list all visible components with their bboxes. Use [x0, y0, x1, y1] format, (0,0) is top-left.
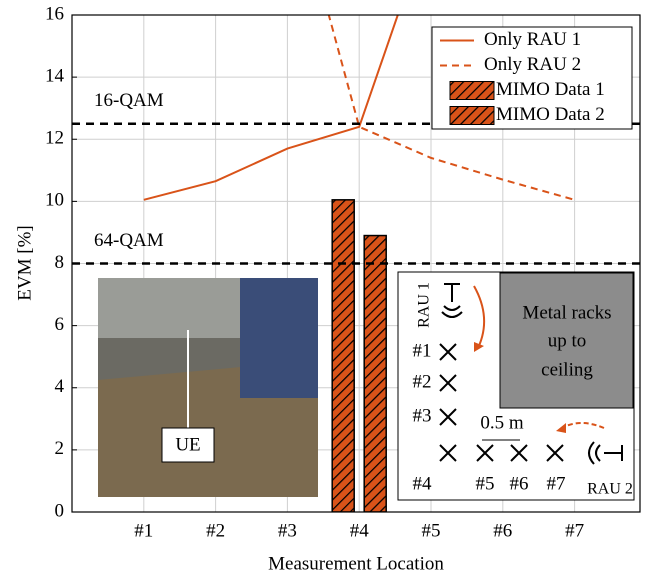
arrow [473, 285, 486, 349]
x-tick-label: #5 [422, 520, 441, 541]
x-tick-label: #6 [493, 520, 512, 541]
x-axis-label: Measurement Location [268, 553, 444, 574]
rau2-label: RAU 2 [587, 481, 633, 498]
legend-label: Only RAU 1 [484, 29, 581, 50]
position-label: #4 [413, 473, 433, 494]
y-tick-label: 4 [55, 376, 65, 397]
x-tick-label: #3 [278, 520, 297, 541]
line [143, 15, 399, 201]
y-axis-label: EVM [%] [14, 225, 35, 300]
rau1-icon [441, 283, 463, 318]
legend-swatch [449, 106, 495, 125]
position-label: #6 [510, 473, 529, 494]
racks-box [499, 272, 634, 409]
bar [331, 199, 355, 512]
line [327, 15, 575, 201]
y-tick-label: 2 [55, 438, 65, 459]
rau2-icon [588, 441, 623, 465]
x-tick-label: #7 [565, 520, 584, 541]
spacing-label: 0.5 m [480, 412, 524, 433]
legend-label: MIMO Data 1 [496, 79, 605, 100]
bar [363, 234, 387, 512]
racks-label: up to [548, 330, 587, 351]
x-tick-label: #4 [350, 520, 370, 541]
photo-rack [240, 278, 318, 398]
ue-label: UE [175, 434, 200, 455]
position-label: #3 [413, 405, 432, 426]
ue-box [161, 427, 215, 463]
y-tick-label: 16 [45, 3, 64, 24]
position-label: #7 [547, 473, 566, 494]
legend-label: Only RAU 2 [484, 54, 581, 75]
position-marks [439, 343, 564, 462]
y-tick-label: 6 [55, 314, 65, 335]
y-tick-label: 10 [45, 190, 64, 211]
legend-label: MIMO Data 2 [496, 104, 605, 125]
x-tick-label: #1 [134, 520, 153, 541]
position-label: #1 [413, 340, 432, 361]
y-tick-label: 14 [45, 65, 65, 86]
arrowhead [474, 342, 484, 352]
racks-label: ceiling [541, 359, 593, 380]
plot-frame [71, 14, 641, 513]
photo-inset: UE [98, 278, 318, 497]
floorplan-inset: Metal racks up to ceiling RAU 1 #1 #2 #3… [397, 271, 635, 501]
racks-label: Metal racks [522, 302, 611, 323]
x-tick-label: #2 [206, 520, 225, 541]
threshold-label: 64-QAM [94, 230, 164, 251]
position-label: #2 [413, 371, 432, 392]
legend-swatch [449, 81, 495, 100]
y-tick-label: 8 [55, 252, 65, 273]
arrowhead [556, 423, 566, 433]
y-tick-label: 0 [55, 500, 65, 521]
threshold-label: 16-QAM [94, 90, 164, 111]
rau1-label: RAU 1 [416, 282, 433, 328]
position-label: #5 [476, 473, 495, 494]
y-tick-label: 12 [45, 128, 64, 149]
